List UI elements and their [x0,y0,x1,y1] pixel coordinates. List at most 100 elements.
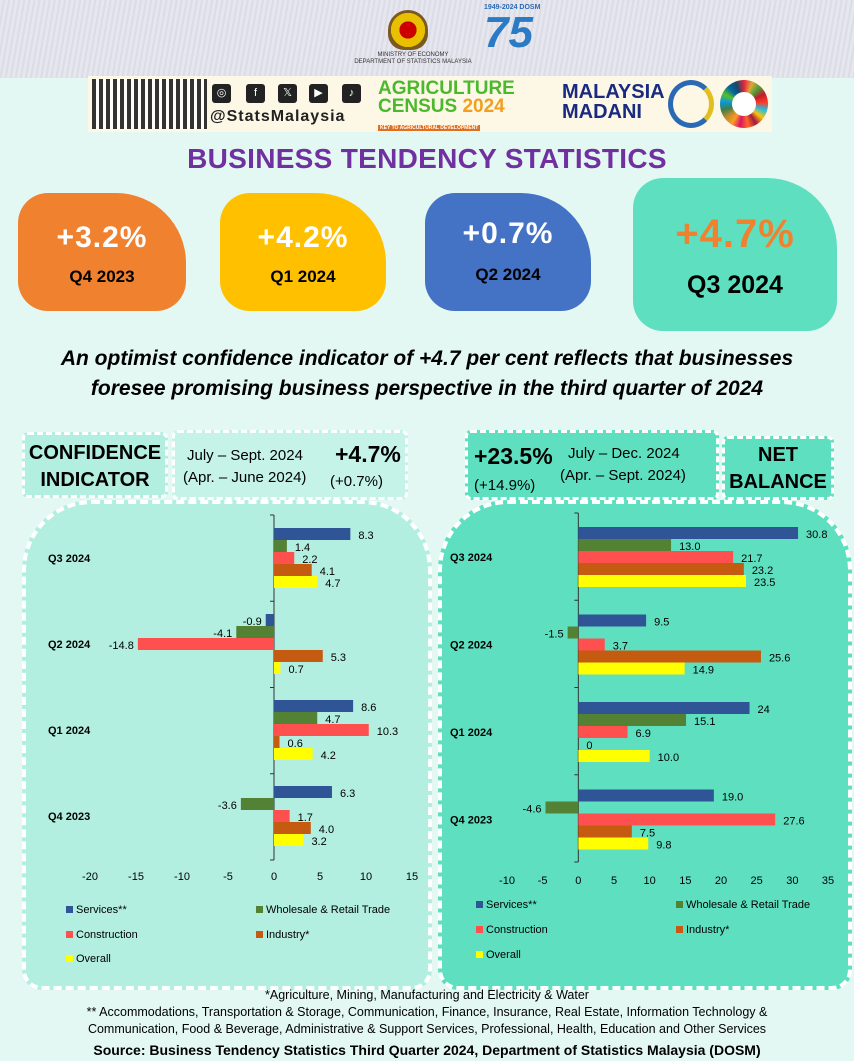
bar-construction [274,810,290,822]
dosm-years: 1949-2024 DOSM [484,4,541,11]
x-tick-label: 35 [822,875,834,887]
x-tick-label: 10 [360,871,372,883]
x-tick-label: -10 [174,871,190,883]
net-balance-summary: +23.5% (+14.9%) July – Dec. 2024 (Apr. –… [465,430,719,500]
prev-period: (Apr. – June 2024) [183,469,307,486]
bar-overall [274,662,281,674]
bar-services [265,614,274,626]
qr-code[interactable] [92,79,207,129]
data-label: 27.6 [783,816,804,828]
card-q3-2024: +4.7% Q3 2024 [633,178,837,331]
label-line1: CONFIDENCE [28,442,162,464]
agriculture-census-logo: AGRICULTURE CENSUS 2024 KEY TO AGRICULTU… [378,78,528,134]
card-q2-2024: +0.7% Q2 2024 [425,193,591,311]
bar-industry [578,825,632,838]
facebook-icon[interactable]: f [246,84,265,103]
data-label: 15.1 [694,716,715,728]
bar-construction [578,551,734,563]
data-label: 0.7 [288,664,303,676]
dosm-75-logo: 1949-2024 DOSM 75 [484,4,546,62]
bar-wholesaleretailtrade [274,712,318,724]
madani-line1: MALAYSIA [562,81,665,103]
x-tick-label: -15 [128,871,144,883]
data-label: 30.8 [806,529,827,541]
malaysia-madani-logo: MALAYSIA MADANI [562,82,665,122]
agri-line1: AGRICULTURE [378,78,515,99]
data-label: 14.9 [693,665,714,677]
footnote-services-line2: Communication, Food & Beverage, Administ… [87,1022,767,1036]
card-value: +0.7% [462,217,554,250]
legend-swatch [66,906,73,913]
ministry-line2: DEPARTMENT OF STATISTICS MALAYSIA [354,59,472,65]
period: July – Sept. 2024 [187,447,303,464]
x-tick-label: 30 [786,875,798,887]
agri-tagline: KEY TO AGRICULTURAL DEVELOPMENT [378,125,481,131]
x-tick-label: 20 [715,875,727,887]
legend-swatch [256,906,263,913]
bar-wholesaleretailtrade [578,714,687,726]
x-tick-label: 0 [575,875,581,887]
prev-period: (Apr. – Sept. 2024) [560,467,686,484]
data-label: 4.2 [321,750,336,762]
data-label: 1.7 [298,812,313,824]
data-label: -0.9 [243,616,262,628]
tiktok-icon[interactable]: ♪ [342,84,361,103]
subtitle: An optimist confidence indicator of +4.7… [0,344,854,404]
bar-construction [137,638,274,650]
x-tick-label: 15 [406,871,418,883]
madani-line2: MADANI [562,101,642,123]
prev-value: (+14.9%) [474,477,536,494]
data-label: 4.0 [319,824,334,836]
ministry-text: MINISTRY OF ECONOMY DEPARTMENT OF STATIST… [338,52,488,66]
bar-industry [578,563,744,575]
data-label: 6.3 [340,788,355,800]
anniversary-logo [668,80,714,128]
bar-overall [274,748,313,760]
bar-services [274,528,351,540]
data-label: 6.9 [636,728,651,740]
sdg-wheel-logo [720,80,768,128]
bar-overall [578,662,685,675]
category-label: Q4 2023 [48,811,90,823]
legend-swatch [66,931,73,938]
data-label: 5.3 [331,652,346,664]
subtitle-line1: An optimist confidence indicator of +4.7… [60,347,794,370]
category-label: Q3 2024 [48,553,91,565]
bar-construction [274,724,369,736]
bar-services [578,614,647,627]
bar-overall [578,575,746,587]
bar-construction [578,638,605,651]
data-label: 4.1 [320,566,335,578]
label-line2: BALANCE [729,471,827,493]
x-tick-label: 5 [611,875,617,887]
legend-swatch [476,901,483,908]
instagram-icon[interactable]: ◎ [212,84,231,103]
bar-industry [578,650,761,663]
label-line2: INDICATOR [40,469,150,491]
x-icon[interactable]: 𝕏 [278,84,297,103]
bar-services [578,527,799,539]
current-value: +23.5% [474,443,553,469]
bar-services [274,700,354,712]
legend-label: Services** [486,899,537,911]
card-q4-2023: +3.2% Q4 2023 [18,193,186,311]
youtube-icon[interactable]: ▶ [309,84,328,103]
bar-overall [274,576,318,588]
legend-label: Overall [76,953,111,965]
data-label: 24 [758,704,770,716]
category-label: Q1 2024 [450,727,493,739]
data-label: 19.0 [722,792,743,804]
legend-label: Construction [486,924,548,936]
data-label: 8.3 [358,530,373,542]
card-quarter: Q4 2023 [69,267,135,286]
bar-overall [578,750,650,762]
data-label: 1.4 [295,542,310,554]
card-quarter: Q1 2024 [270,267,336,286]
bar-industry [274,736,280,748]
category-label: Q1 2024 [48,725,91,737]
footnote-services-line1: ** Accommodations, Transportation & Stor… [86,1005,768,1019]
page-title: BUSINESS TENDENCY STATISTICS [187,143,667,174]
data-label: 2.2 [302,554,317,566]
period: July – Dec. 2024 [568,445,680,462]
data-label: 3.7 [613,641,628,653]
